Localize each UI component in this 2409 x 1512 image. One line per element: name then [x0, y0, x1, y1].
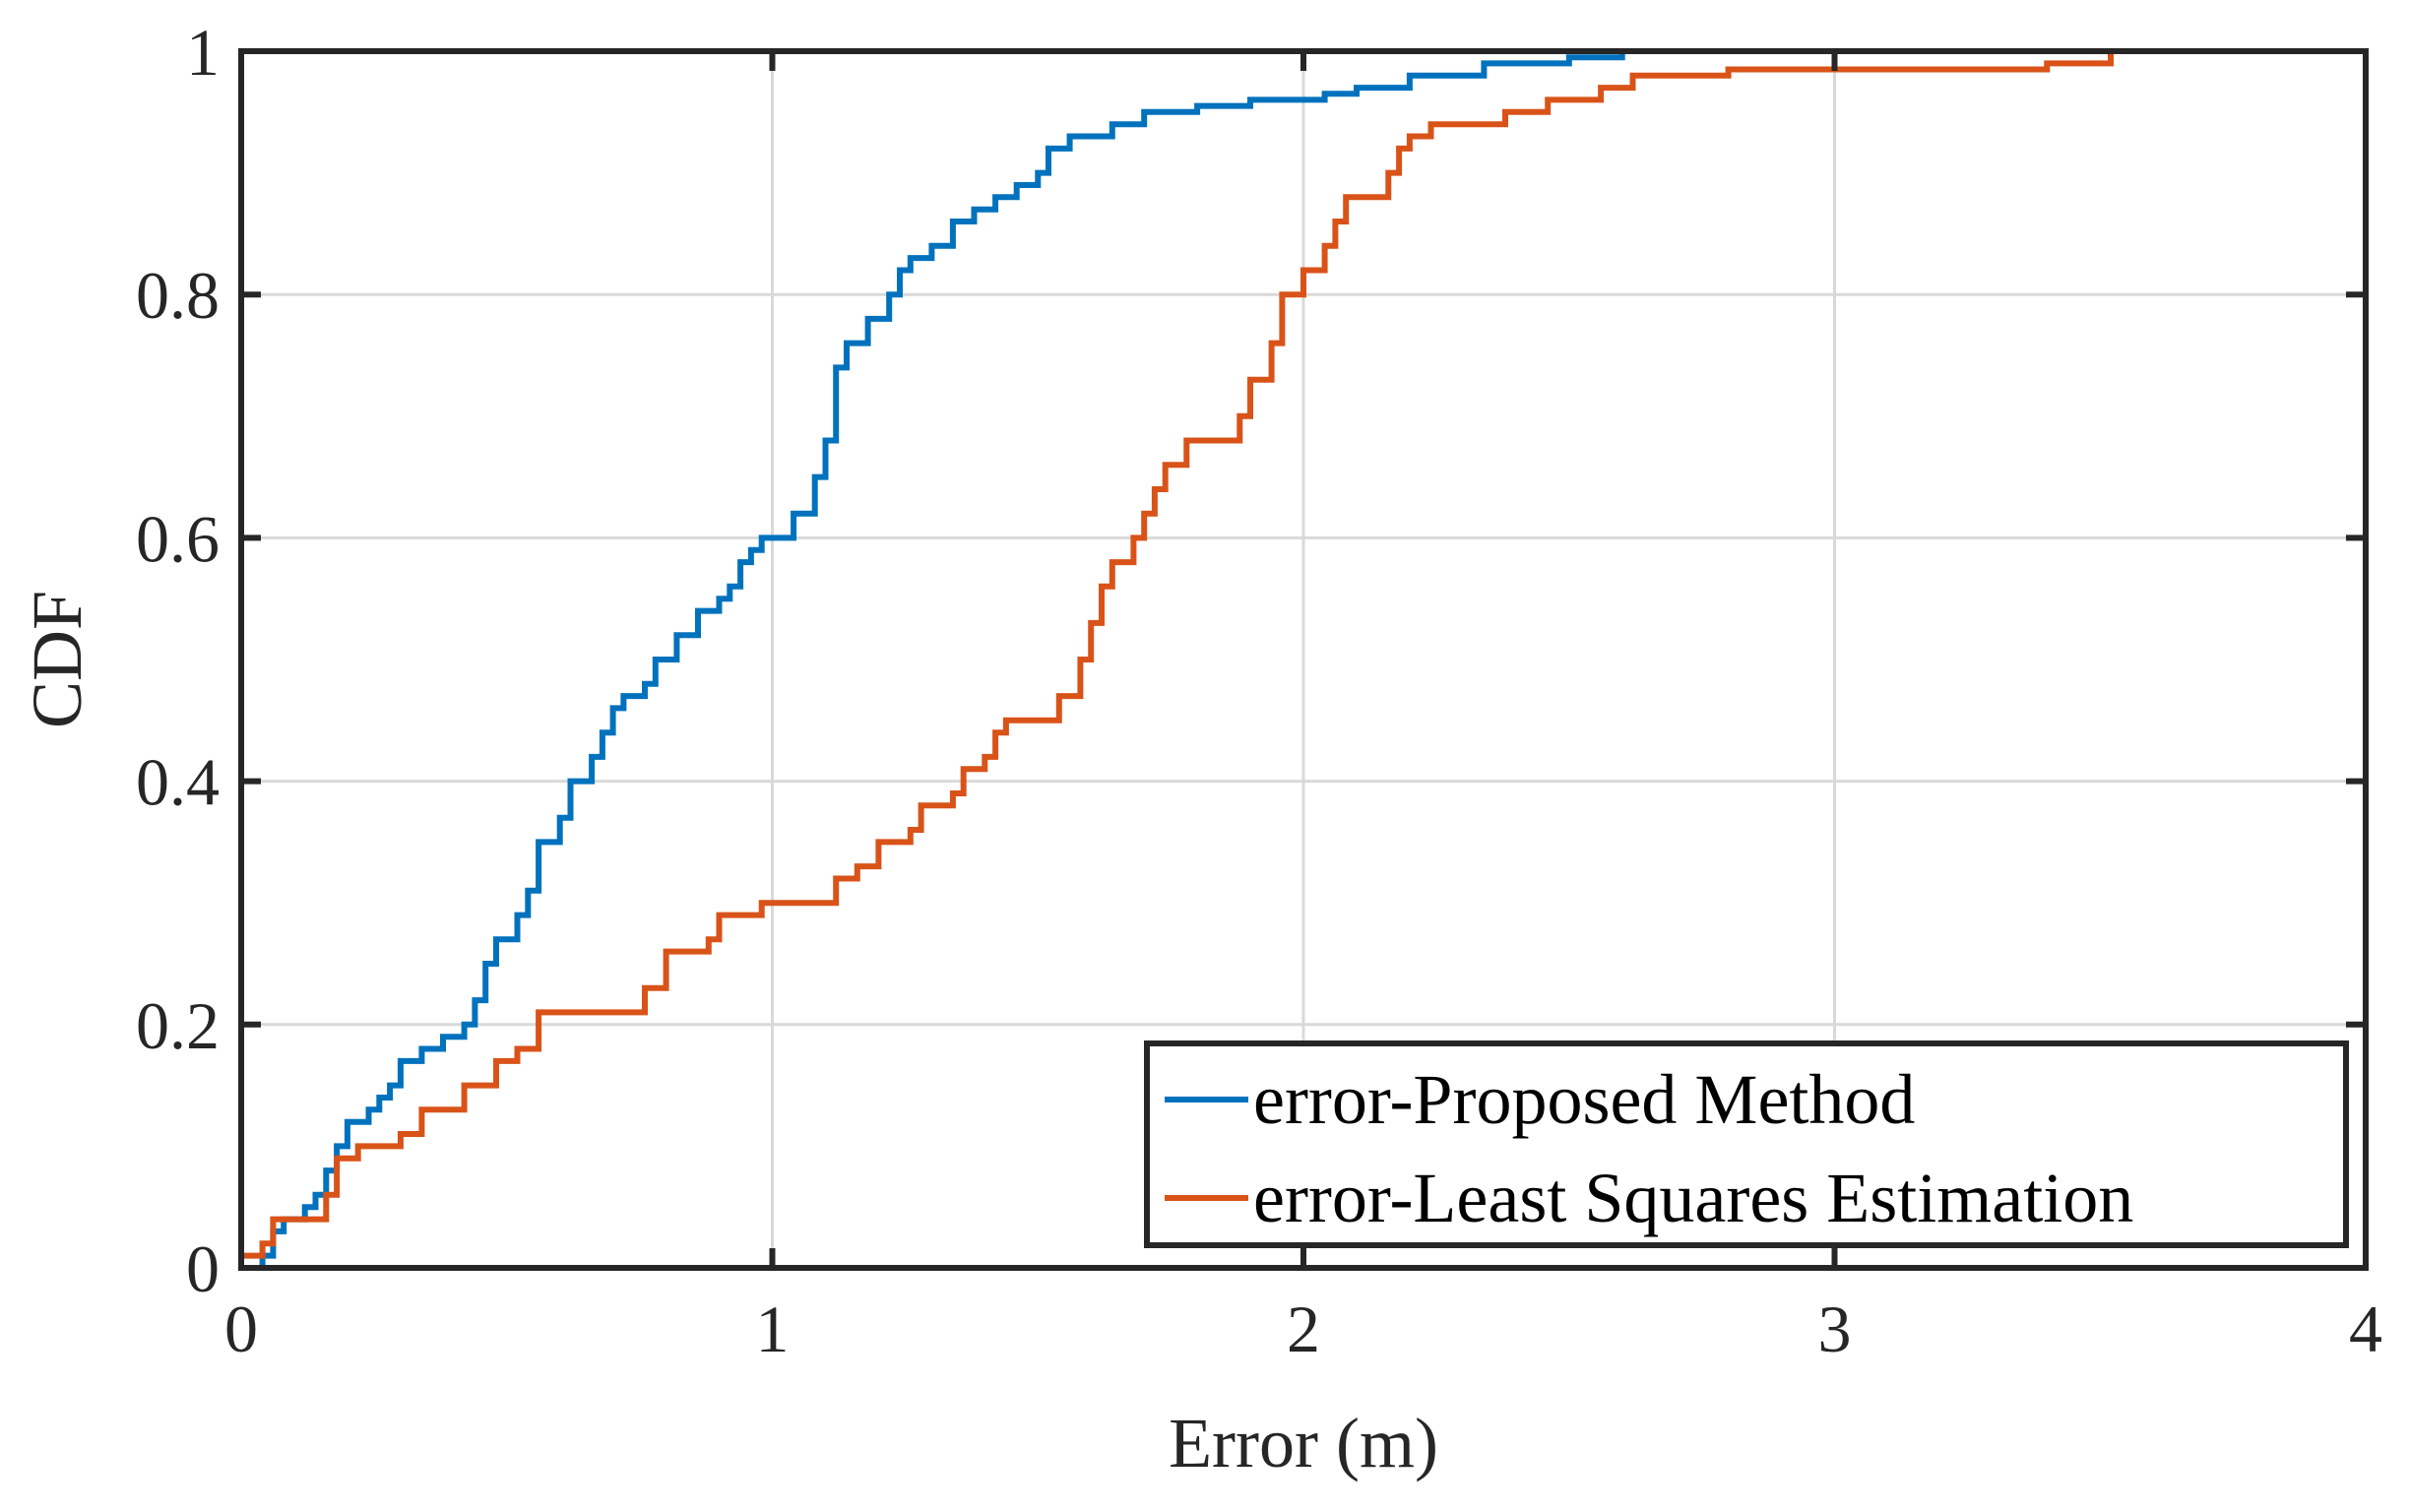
y-axis-title: CDF: [18, 591, 96, 728]
y-tick-label: 0.2: [136, 988, 220, 1063]
legend-label-0: error-Proposed Method: [1253, 1060, 1915, 1139]
y-tick-label: 0.4: [136, 745, 220, 820]
series-line-1: [241, 48, 2117, 1259]
x-tick-label: 0: [224, 1292, 258, 1366]
series-line-0: [241, 48, 1702, 1271]
y-tick-label: 0.8: [136, 258, 220, 333]
legend: error-Proposed Method error-Least Squares…: [1144, 1040, 2349, 1248]
y-tick-label: 1: [186, 15, 220, 90]
x-tick-label: 4: [2349, 1292, 2382, 1366]
x-tick-label: 2: [1287, 1292, 1320, 1366]
legend-label-1: error-Least Squares Estimation: [1253, 1159, 2133, 1237]
x-axis-title: Error (m): [1169, 1404, 1438, 1482]
x-tick-label: 1: [756, 1292, 790, 1366]
y-tick-label: 0: [186, 1231, 220, 1306]
y-tick-label: 0.6: [136, 501, 220, 576]
x-tick-label: 3: [1818, 1292, 1852, 1366]
legend-box: [1144, 1040, 2349, 1248]
